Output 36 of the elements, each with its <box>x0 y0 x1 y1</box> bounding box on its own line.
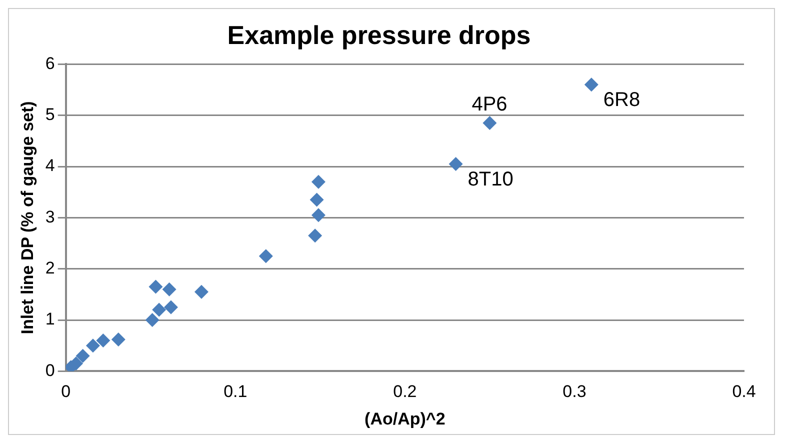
x-tick-label: 0.1 <box>224 382 248 402</box>
point <box>310 192 324 207</box>
point <box>482 116 497 130</box>
annotation: 6R8 <box>603 89 640 112</box>
y-tick-label: 0 <box>45 360 55 380</box>
x-axis-title: (Ao/Ap)^2 <box>364 409 446 428</box>
point <box>86 338 100 353</box>
x-tick-label: 0 <box>61 382 71 402</box>
point <box>448 156 463 171</box>
point <box>162 282 176 296</box>
x-tick-label: 0.3 <box>562 382 586 402</box>
point <box>148 280 163 294</box>
y-axis-title: Inlet line DP (% of gauge set) <box>18 101 37 334</box>
point <box>164 300 178 314</box>
point <box>194 284 208 299</box>
point <box>111 332 126 346</box>
y-tick-label: 3 <box>45 207 55 226</box>
annotation: 8T10 <box>468 168 514 190</box>
y-tick-label: 6 <box>45 54 55 73</box>
point <box>76 348 90 363</box>
point <box>311 208 326 222</box>
point <box>584 78 598 92</box>
point <box>145 313 160 328</box>
y-tick-label: 5 <box>45 105 55 124</box>
y-tick-label: 2 <box>45 258 55 278</box>
point <box>258 249 273 264</box>
y-tick-label: 4 <box>45 156 55 176</box>
x-tick-label: 0.2 <box>393 382 417 402</box>
chart-title: Example pressure drops <box>227 20 531 50</box>
point <box>311 174 326 189</box>
x-tick-label: 0.4 <box>732 382 756 402</box>
point <box>308 228 322 243</box>
y-tick-label: 1 <box>45 310 55 329</box>
point <box>152 302 166 317</box>
point <box>96 334 110 348</box>
annotation: 4P6 <box>472 94 508 116</box>
